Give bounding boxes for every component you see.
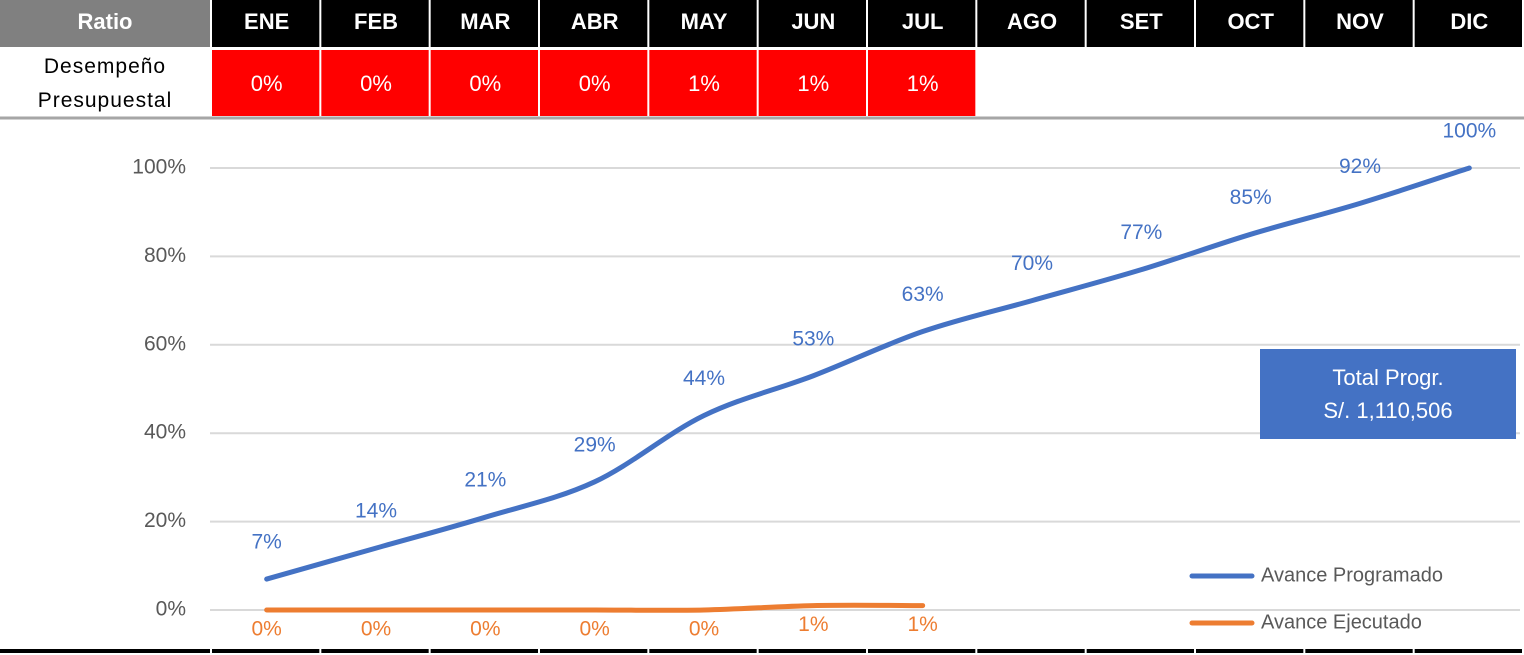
header-label: DIC xyxy=(1450,9,1488,34)
data-label: 1% xyxy=(798,613,828,636)
header-cell xyxy=(430,0,538,47)
data-label: 63% xyxy=(902,283,944,306)
data-label: 0% xyxy=(470,618,500,641)
y-tick-label: 100% xyxy=(132,156,186,179)
data-label: 85% xyxy=(1230,186,1272,209)
ratio-cell xyxy=(430,50,538,116)
header-label: JUL xyxy=(902,9,944,34)
data-label: 44% xyxy=(683,367,725,390)
header-cell xyxy=(321,0,429,47)
annotation-box xyxy=(1260,349,1516,439)
header-label: MAY xyxy=(681,9,728,34)
footer-line xyxy=(758,649,866,653)
annotation-text: Total Progr. xyxy=(1332,365,1443,390)
data-label: 0% xyxy=(251,618,281,641)
footer-line xyxy=(1414,649,1522,653)
header-label: JUN xyxy=(791,9,835,34)
series-line xyxy=(264,165,1472,582)
header-label: SET xyxy=(1120,9,1163,34)
footer-line xyxy=(649,649,757,653)
header-cell xyxy=(649,0,757,47)
ratio-value: 0% xyxy=(360,71,392,96)
header-label: FEB xyxy=(354,9,398,34)
annotation-text: S/. 1,110,506 xyxy=(1323,398,1452,423)
series-line xyxy=(264,602,926,613)
footer-line xyxy=(430,649,538,653)
header-label: ENE xyxy=(244,9,289,34)
ratio-value: 0% xyxy=(251,71,283,96)
data-label: 0% xyxy=(689,618,719,641)
ratio-value: 0% xyxy=(579,71,611,96)
footer-line xyxy=(212,649,320,653)
ratio-cell xyxy=(321,50,429,116)
corner-cell xyxy=(0,0,210,47)
footer-line xyxy=(321,649,429,653)
header-cell xyxy=(1414,0,1522,47)
footer-line xyxy=(0,649,210,653)
header-cell xyxy=(540,0,648,47)
header-label: NOV xyxy=(1336,9,1384,34)
legend-label: Avance Ejecutado xyxy=(1261,611,1422,633)
y-tick-label: 0% xyxy=(156,598,186,621)
ratio-value: 1% xyxy=(688,71,720,96)
data-label: 14% xyxy=(355,500,397,523)
data-label: 70% xyxy=(1011,252,1053,275)
corner-label: Ratio xyxy=(78,9,133,34)
data-label: 1% xyxy=(907,613,937,636)
data-label: 29% xyxy=(574,433,616,456)
ratio-cell xyxy=(868,50,976,116)
header-label: OCT xyxy=(1227,9,1274,34)
data-label: 53% xyxy=(792,327,834,350)
ratio-value: 1% xyxy=(907,71,939,96)
header-cell xyxy=(212,0,320,47)
data-label: 77% xyxy=(1120,221,1162,244)
header-cell xyxy=(1305,0,1413,47)
header-label: MAR xyxy=(460,9,510,34)
y-tick-label: 20% xyxy=(144,509,186,532)
footer-line xyxy=(1305,649,1413,653)
y-tick-label: 40% xyxy=(144,421,186,444)
header-cell xyxy=(1086,0,1194,47)
ratio-cell xyxy=(758,50,866,116)
ratio-cell xyxy=(540,50,648,116)
legend-label: Avance Programado xyxy=(1261,564,1443,586)
header-cell xyxy=(758,0,866,47)
header-label: ABR xyxy=(571,9,619,34)
header-cell xyxy=(868,0,976,47)
header-label: AGO xyxy=(1007,9,1057,34)
data-label: 100% xyxy=(1442,120,1496,143)
row-label: Desempeño Presupuestal xyxy=(38,55,173,112)
ratio-cell xyxy=(649,50,757,116)
header-cell xyxy=(977,0,1085,47)
data-label: 0% xyxy=(361,618,391,641)
data-label: 21% xyxy=(464,469,506,492)
header-cell xyxy=(1196,0,1304,47)
data-label: 0% xyxy=(579,618,609,641)
ratio-value: 1% xyxy=(797,71,829,96)
footer-line xyxy=(1086,649,1194,653)
y-tick-label: 80% xyxy=(144,244,186,267)
data-label: 92% xyxy=(1339,155,1381,178)
footer-line xyxy=(540,649,648,653)
footer-line xyxy=(868,649,976,653)
ratio-value: 0% xyxy=(469,71,501,96)
ratio-cell xyxy=(212,50,320,116)
y-tick-label: 60% xyxy=(144,332,186,355)
footer-line xyxy=(1196,649,1304,653)
footer-line xyxy=(977,649,1085,653)
data-label: 7% xyxy=(251,531,281,554)
